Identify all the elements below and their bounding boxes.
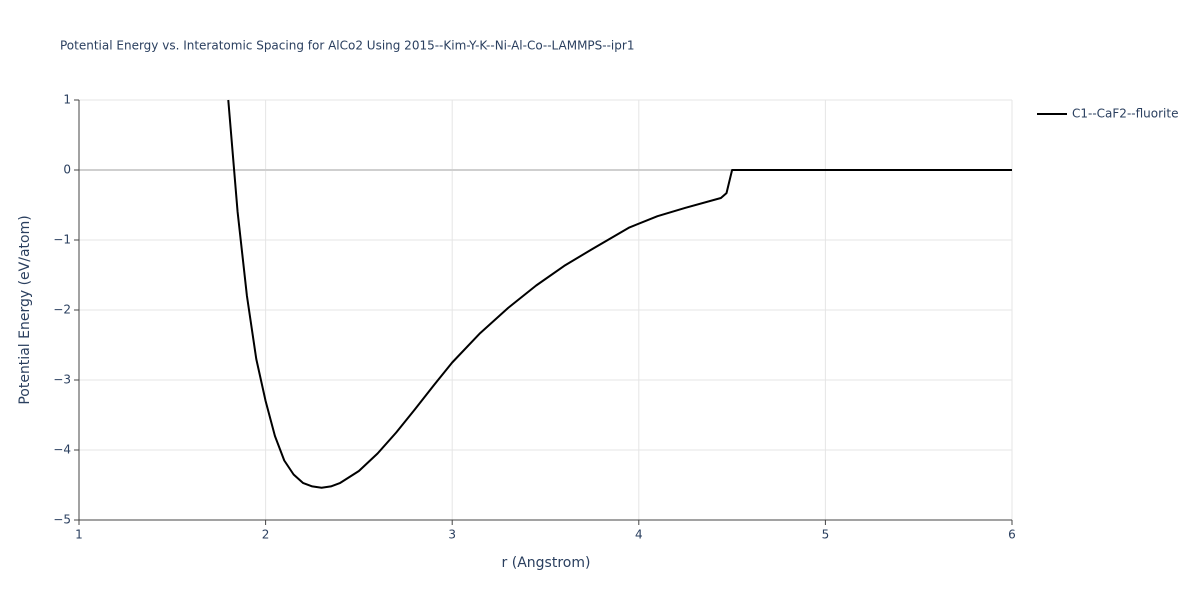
legend-label: C1--CaF2--fluorite bbox=[1072, 107, 1178, 121]
y-tick-label: −3 bbox=[53, 373, 71, 387]
x-tick-label: 6 bbox=[1008, 528, 1016, 542]
y-axis-label: Potential Energy (eV/atom) bbox=[17, 215, 33, 404]
x-tick-label: 3 bbox=[448, 528, 456, 542]
y-tick-label: 0 bbox=[63, 163, 71, 177]
chart-title: Potential Energy vs. Interatomic Spacing… bbox=[60, 39, 634, 53]
x-tick-label: 1 bbox=[75, 528, 83, 542]
y-tick-label: 1 bbox=[63, 93, 71, 107]
y-tick-label: −5 bbox=[53, 513, 71, 527]
y-tick-label: −1 bbox=[53, 233, 71, 247]
y-tick-label: −2 bbox=[53, 303, 71, 317]
y-tick-label: −4 bbox=[53, 443, 71, 457]
x-tick-label: 2 bbox=[262, 528, 270, 542]
x-tick-label: 5 bbox=[822, 528, 830, 542]
x-tick-label: 4 bbox=[635, 528, 643, 542]
line-series bbox=[227, 99, 1012, 489]
x-axis-label: r (Angstrom) bbox=[502, 555, 591, 571]
